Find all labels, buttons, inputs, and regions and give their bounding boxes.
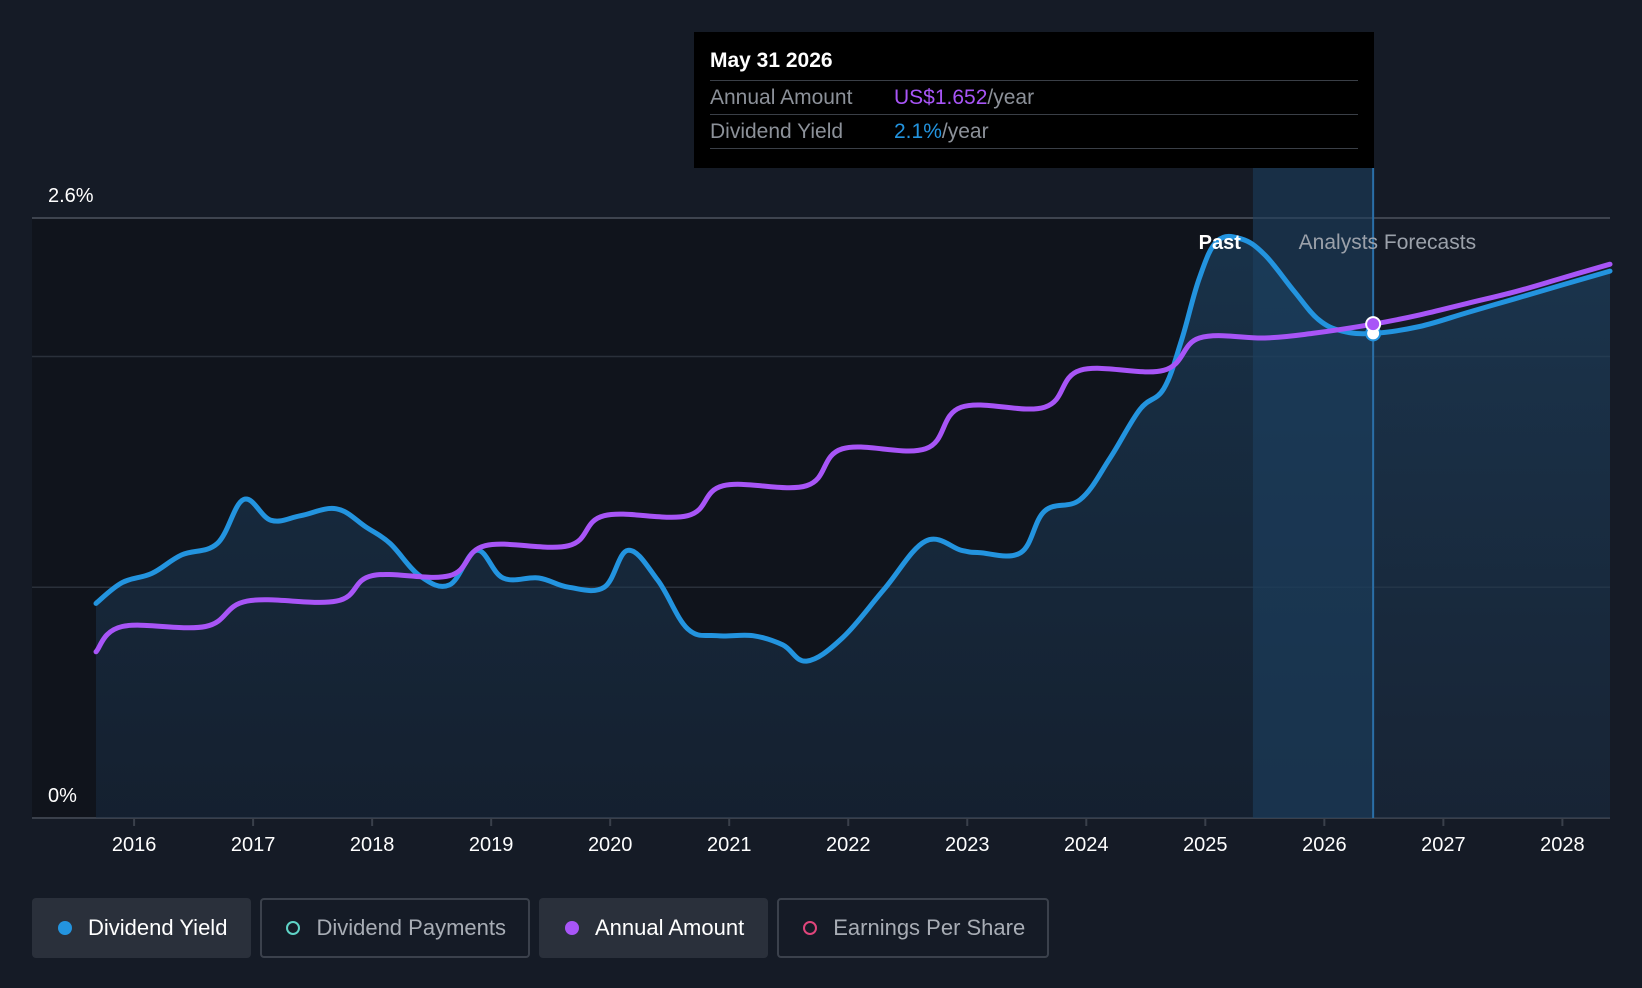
x-tick-label: 2021 (707, 834, 752, 856)
forecast-label: Analysts Forecasts (1299, 231, 1476, 254)
earnings-per-share-dot-icon (803, 921, 818, 935)
x-tick-label: 2028 (1540, 834, 1585, 856)
x-tick-label: 2017 (231, 834, 276, 856)
x-tick-label: 2018 (350, 834, 395, 856)
legend-label: Annual Amount (594, 915, 745, 940)
dividend-yield-line (93, 233, 1613, 664)
tooltip-yield-label: Dividend Yield (710, 120, 844, 143)
x-tick-label: 2020 (588, 834, 633, 856)
tooltip-yield-row: Dividend Yield 2.1% /year (710, 114, 1358, 149)
y-axis-ticks: 0% 2.6% (48, 185, 94, 807)
dividend-yield-dot-icon (58, 921, 72, 935)
past-label: Past (1199, 232, 1242, 254)
legend-label: Earnings Per Share (833, 915, 1026, 940)
legend-dividend-payments[interactable]: Dividend Payments (260, 898, 530, 958)
x-tick-label: 2022 (826, 834, 871, 856)
x-axis-ticks: 2016 2017 2018 2019 2020 2021 2022 2023 2024 2025… (112, 818, 1585, 856)
x-tick-label: 2026 (1302, 834, 1347, 856)
annual-amount-dot-icon (564, 921, 579, 935)
tooltip-annual-row: Annual Amount US$1.652 /year (710, 80, 1358, 114)
x-tick-label: 2024 (1064, 834, 1109, 856)
x-tick-label: 2019 (469, 834, 514, 856)
annual-amount-marker (1365, 316, 1382, 333)
tooltip-annual-value: US$1.652 (894, 86, 988, 109)
legend-dividend-yield[interactable]: Dividend Yield (32, 898, 252, 958)
forecast-band (1252, 168, 1374, 818)
tooltip-yield-value: 2.1% (894, 120, 942, 143)
tooltip-date: May 31 2026 (710, 49, 833, 72)
y-tick-label: 0% (48, 785, 77, 807)
legend-label: Dividend Yield (88, 915, 228, 940)
y-tick-label: 2.6% (48, 185, 94, 207)
tooltip-annual-label: Annual Amount (710, 86, 853, 109)
legend-earnings-per-share[interactable]: Earnings Per Share (777, 898, 1050, 958)
x-tick-label: 2016 (112, 834, 157, 856)
tooltip-annual-unit: /year (987, 86, 1035, 109)
dividend-yield-area (96, 236, 1610, 819)
dividend-payments-dot-icon (286, 921, 301, 935)
x-tick-label: 2027 (1421, 834, 1466, 856)
legend: Dividend Yield Dividend Payments Annual … (32, 898, 1050, 958)
x-tick-label: 2025 (1183, 834, 1228, 856)
legend-annual-amount[interactable]: Annual Amount (538, 898, 769, 958)
tooltip-yield-unit: /year (941, 120, 989, 143)
legend-label: Dividend Payments (316, 915, 506, 940)
tooltip: May 31 2026 Annual Amount US$1.652 /year… (694, 32, 1374, 168)
x-tick-label: 2023 (945, 834, 990, 856)
